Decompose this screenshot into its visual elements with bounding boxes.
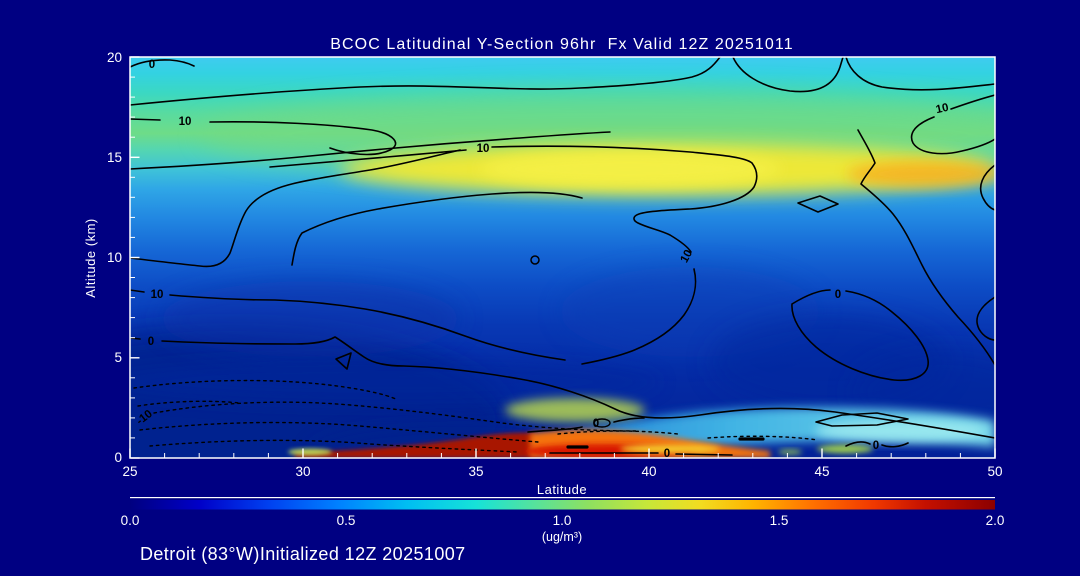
plume-left-tip (288, 448, 332, 456)
x-tick-label: 30 (295, 464, 310, 479)
y-axis-tick-labels: 20 15 10 5 0 (107, 50, 122, 465)
contour-line (815, 412, 909, 427)
plume-yellow-taper (620, 444, 720, 454)
contour-label: 0 (593, 418, 599, 430)
y-tick-label: 0 (114, 450, 122, 465)
x-axis-label: Latitude (537, 482, 587, 497)
contour-label: 10 (179, 116, 192, 128)
x-tick-label: 40 (641, 464, 656, 479)
contour-line (581, 268, 697, 365)
filled-contour-field (130, 57, 995, 458)
contour-label: 0 (873, 440, 879, 452)
contour-line (791, 289, 929, 382)
contour-line-dashed (153, 401, 639, 432)
colorbar-tick-label: 2.0 (986, 513, 1005, 528)
contour-label: 0 (148, 336, 154, 348)
contour-line (530, 255, 540, 265)
plume-surface-band (295, 432, 535, 458)
yellow-band-core (480, 151, 780, 187)
contour-line (291, 191, 583, 266)
dark-patch (160, 281, 460, 357)
contour-label: 10 (679, 248, 696, 265)
contour-line-dashed (557, 430, 819, 441)
x-tick-label: 25 (122, 464, 137, 479)
contour-label: 10 (151, 289, 164, 301)
x-tick-label: 45 (814, 464, 829, 479)
contour-label: 10 (477, 143, 490, 155)
colorbar-tick-label: 0.0 (121, 513, 140, 528)
contour-line (881, 442, 909, 448)
colorbar-tick-label: 1.5 (770, 513, 789, 528)
y-tick-label: 15 (107, 150, 122, 165)
contour-line (491, 145, 758, 253)
orange-hotspot (847, 161, 995, 187)
plume-halo (505, 398, 645, 422)
contour-label: 0 (149, 59, 155, 71)
colorbar-tick-label: 1.0 (553, 513, 572, 528)
footer-caption: Detroit (83°W)Initialized 12Z 20251007 (140, 544, 466, 564)
contour-line-dashed (137, 400, 241, 407)
colorbar: 0.0 0.5 1.0 1.5 2.0 (ug/m³) (121, 497, 1005, 544)
contour-label: 0 (664, 448, 670, 460)
contour-line (269, 149, 467, 168)
contour-line (857, 129, 995, 366)
contour-line (209, 121, 397, 156)
contour-line (979, 164, 995, 211)
contour-lines (130, 57, 995, 456)
contour-line (549, 452, 733, 456)
y-tick-label: 5 (114, 350, 122, 365)
contour-line (130, 118, 161, 121)
contour-line (845, 441, 871, 447)
contour-line (613, 417, 645, 423)
contour-line (130, 289, 566, 361)
colorbar-tick-label: 0.5 (337, 513, 356, 528)
contour-line (845, 57, 995, 91)
y-tick-label: 20 (107, 50, 122, 65)
contour-line (593, 418, 611, 428)
contour-line (130, 131, 611, 170)
contour-line (335, 352, 352, 370)
contour-line (797, 195, 839, 213)
y-tick-label: 10 (107, 250, 122, 265)
y-axis-label: Altitude (km) (83, 218, 98, 297)
contour-line (527, 426, 583, 433)
contour-line-dashed (139, 421, 539, 443)
chart-title: BCOC Latitudinal Y-Section 96hr Fx Valid… (330, 36, 794, 53)
plot-area: 0 10 10 10 10 10 0 -10 0 0 0 0 (129, 56, 996, 460)
contour-line (732, 57, 844, 93)
x-tick-label: 35 (468, 464, 483, 479)
surface-green-streak (817, 444, 873, 454)
dark-patch (130, 360, 660, 404)
x-tick-label: 50 (987, 464, 1002, 479)
colorbar-units-label: (ug/m³) (542, 530, 582, 544)
contour-line (976, 296, 995, 341)
plot-frame (129, 56, 996, 459)
contour-label: 10 (935, 102, 950, 116)
contour-line (950, 94, 995, 110)
contour-line (130, 57, 721, 106)
x-axis-tick-labels: 25 30 35 40 45 50 (122, 464, 1002, 479)
contour-line-dashed (149, 439, 519, 453)
y-axis-ticks (130, 56, 140, 459)
colorbar-top-line (130, 497, 995, 499)
contour-line (130, 149, 461, 268)
colorbar-gradient (130, 500, 995, 510)
contour-line (130, 59, 195, 68)
surface-green-streak (778, 449, 802, 455)
contour-label: 0 (835, 289, 841, 301)
contour-line (910, 116, 995, 155)
